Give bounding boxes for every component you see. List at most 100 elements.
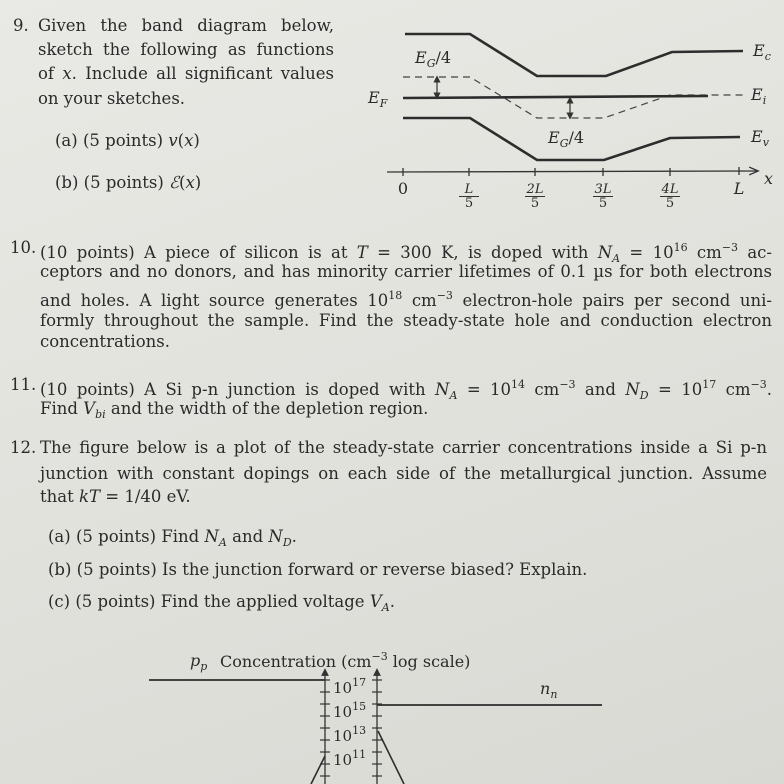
text-segment: 10: [333, 703, 353, 721]
tick-label-1e13: 1013: [333, 722, 366, 745]
text-segment: c: [764, 50, 771, 63]
tick-denominator: 5: [665, 196, 675, 211]
text-segment: D: [639, 389, 649, 402]
text-segment: E: [753, 41, 765, 60]
text-segment: E: [751, 85, 763, 104]
question-10-number: 10.: [10, 238, 37, 257]
text-segment: Concentration (cm: [220, 652, 372, 671]
text-segment: .: [389, 592, 395, 611]
text-segment: concentrations.: [40, 332, 170, 351]
text-segment: and the width of the depletion region.: [105, 399, 429, 418]
text-segment: E: [415, 48, 427, 67]
text-segment: (10 points) A Si p-n junction is doped w…: [40, 380, 436, 399]
text-segment: cm: [402, 291, 437, 310]
text-segment: −3: [371, 650, 388, 663]
text-segment: x: [764, 169, 774, 188]
text-segment: cm: [716, 380, 751, 399]
tick-numerator: 3L: [593, 182, 613, 197]
question-11-number: 11.: [10, 375, 37, 394]
text-segment: log scale): [387, 652, 471, 671]
text-segment: ceptors and no donors, and has minority …: [40, 262, 772, 281]
text-segment: (c) (5 points) Find the applied voltage: [48, 592, 370, 611]
text-segment: A: [381, 601, 390, 614]
text-segment: x: [62, 64, 72, 83]
text-segment: /4: [435, 48, 452, 67]
text-segment: The figure below is a plot of the steady…: [40, 438, 767, 457]
question-12-number: 12.: [10, 438, 37, 457]
q12-line: junction with constant dopings on each s…: [40, 464, 767, 484]
text-segment: G: [426, 57, 436, 70]
text-segment: Given the band diagram below,: [38, 16, 334, 35]
plot-title: Concentration (cm−3 log scale): [220, 648, 470, 671]
text-segment: that: [40, 487, 79, 506]
ev-label: Ev: [751, 128, 769, 152]
text-segment: N: [435, 380, 450, 399]
nn-label: nn: [540, 680, 557, 704]
text-segment: 10: [333, 751, 353, 769]
text-segment: G: [559, 137, 569, 150]
text-segment: ℰ: [169, 173, 180, 192]
x-axis-ticks: [402, 167, 740, 176]
text-segment: kT: [78, 487, 100, 506]
text-segment: v: [168, 131, 178, 150]
text-segment: E: [751, 127, 763, 146]
text-segment: 11: [352, 748, 367, 761]
text-segment: p: [200, 660, 208, 673]
text-segment: .: [766, 380, 772, 399]
q12-part-a: (a) (5 points) Find NA and ND.: [48, 527, 297, 553]
text-segment: (b) (5 points): [55, 173, 170, 192]
np-minority-curve: [310, 755, 326, 784]
q11-line: Find Vbi and the width of the depletion …: [40, 399, 428, 425]
text-segment: .: [291, 527, 297, 546]
tick-label-1e15: 1015: [333, 698, 366, 721]
text-segment: = 1/40 eV.: [100, 487, 191, 506]
text-segment: cm: [525, 380, 560, 399]
text-segment: and: [226, 527, 269, 546]
text-segment: V: [83, 399, 96, 418]
q12-part-b: (b) (5 points) Is the junction forward o…: [48, 560, 587, 580]
text-segment: on your sketches.: [38, 89, 186, 108]
tick-numerator: 2L: [525, 182, 545, 197]
q10-line: (10 points) A piece of silicon is at T =…: [40, 238, 772, 269]
text-segment: A: [218, 536, 227, 549]
q9-line: on your sketches.: [38, 89, 185, 109]
text-segment: (b) (5 points) Is the junction forward o…: [48, 560, 588, 579]
text-segment: of: [38, 64, 63, 83]
text-segment: A: [449, 389, 458, 402]
valence-band-edge: [403, 116, 741, 162]
text-segment: x: [184, 131, 194, 150]
eg4-label-bottom: EG/4: [548, 129, 584, 153]
text-segment: (a) (5 points): [55, 131, 169, 150]
text-segment: 15: [352, 700, 367, 713]
text-segment: x: [185, 173, 195, 192]
text-segment: 10: [333, 679, 353, 697]
text-segment: D: [282, 536, 292, 549]
eg4-label-top: EG/4: [415, 49, 451, 73]
text-segment: = 10: [648, 380, 703, 399]
q12-part-c: (c) (5 points) Find the applied voltage …: [48, 592, 395, 618]
x-axis-label: x: [764, 170, 773, 188]
text-segment: −3: [559, 378, 576, 391]
x-tick-label: 0: [393, 181, 413, 197]
text-segment: (a) (5 points) Find: [48, 527, 205, 546]
q9-part-a: (a) (5 points) v(x): [55, 131, 200, 151]
q12-line: that kT = 1/40 eV.: [40, 487, 191, 507]
q11-line: (10 points) A Si p-n junction is doped w…: [40, 375, 772, 406]
text-segment: . Include all significant values: [71, 64, 334, 83]
text-segment: sketch the following as functions: [38, 40, 334, 59]
text-segment: 10: [333, 727, 353, 745]
text-segment: A: [612, 252, 621, 265]
tick-label-1e11: 1011: [333, 746, 366, 769]
x-axis: [386, 171, 757, 172]
text-segment: = 10: [457, 380, 512, 399]
conduction-band-edge: [405, 32, 744, 78]
fermi-level: [402, 94, 709, 100]
q9-line: of x. Include all significant values: [38, 64, 334, 84]
text-segment: 14: [511, 378, 526, 391]
text-segment: 17: [352, 676, 367, 689]
text-segment: 13: [352, 724, 367, 737]
text-segment: /4: [568, 128, 585, 147]
text-segment: T: [356, 243, 368, 262]
text-segment: v: [762, 136, 769, 149]
